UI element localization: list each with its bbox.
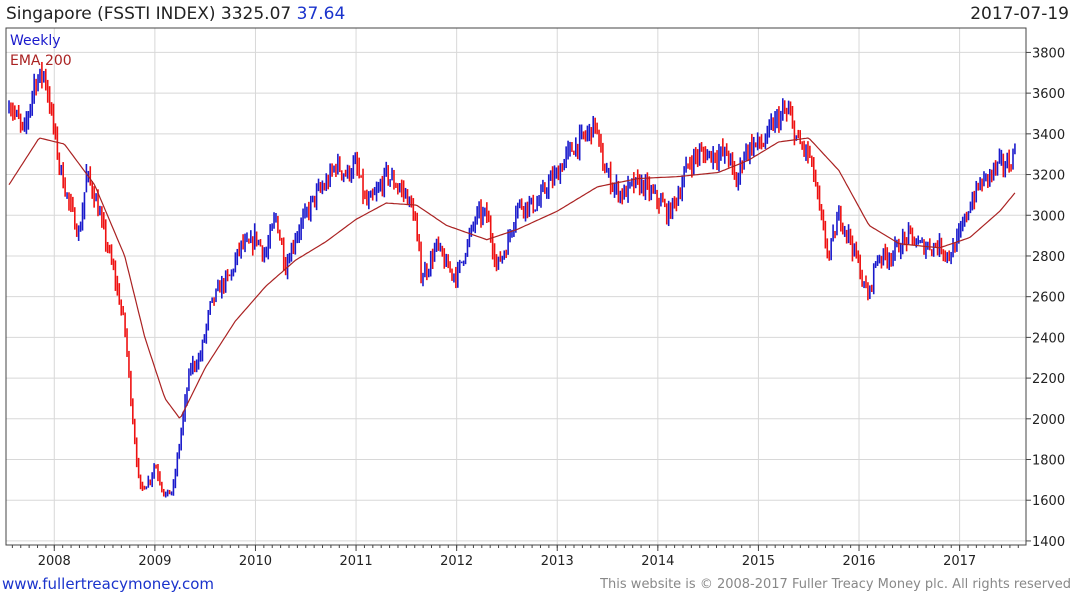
y-tick-label: 3400 xyxy=(1032,128,1065,143)
last-price: 3325.07 xyxy=(220,4,292,24)
y-tick-label: 2200 xyxy=(1032,372,1065,387)
ema-200-line xyxy=(8,137,1016,419)
y-tick-label: 3800 xyxy=(1032,46,1065,61)
y-tick-label: 1600 xyxy=(1032,494,1065,509)
x-tick-label: 2017 xyxy=(943,554,976,569)
chart-date: 2017-07-19 xyxy=(970,4,1069,24)
y-tick-label: 1800 xyxy=(1032,454,1065,469)
x-tick-label: 2009 xyxy=(138,554,171,569)
x-tick-label: 2008 xyxy=(38,554,71,569)
x-tick-label: 2010 xyxy=(239,554,272,569)
y-tick-label: 3000 xyxy=(1032,209,1065,224)
y-tick-label: 2400 xyxy=(1032,331,1065,346)
instrument-name: Singapore (FSSTI INDEX) xyxy=(6,4,216,24)
y-axis: 1400 1600 1800 2000 2200 2400 2600 2800 3000 3200… xyxy=(1026,46,1065,550)
y-tick-label: 2000 xyxy=(1032,413,1065,428)
x-tick-label: 2012 xyxy=(440,554,473,569)
grid-lines xyxy=(6,28,1026,545)
price-bars xyxy=(8,61,1016,498)
y-tick-label: 2800 xyxy=(1032,250,1065,265)
x-axis: 2008 2009 2010 2011 2012 2013 2014 2015 2016 2017 xyxy=(11,545,1019,569)
legend-weekly: Weekly xyxy=(10,33,61,49)
plot-frame xyxy=(5,27,1027,546)
x-tick-label: 2016 xyxy=(842,554,875,569)
y-tick-label: 1400 xyxy=(1032,535,1065,550)
x-tick-label: 2015 xyxy=(742,554,775,569)
y-tick-label: 2600 xyxy=(1032,291,1065,306)
copyright-notice: This website is © 2008-2017 Fuller Treac… xyxy=(600,577,1071,592)
price-change: 37.64 xyxy=(296,4,346,24)
x-tick-label: 2011 xyxy=(340,554,373,569)
x-tick-label: 2014 xyxy=(641,554,674,569)
y-tick-label: 3600 xyxy=(1032,87,1065,102)
chart-title: Singapore (FSSTI INDEX) 3325.07 37.64 xyxy=(6,4,345,24)
y-tick-label: 3200 xyxy=(1032,169,1065,184)
x-tick-label: 2013 xyxy=(541,554,574,569)
site-link[interactable]: www.fullertreacymoney.com xyxy=(2,575,215,593)
price-chart: 2008 2009 2010 2011 2012 2013 2014 2015 2016 2017… xyxy=(5,27,1065,569)
legend-ema: EMA 200 xyxy=(10,53,72,69)
